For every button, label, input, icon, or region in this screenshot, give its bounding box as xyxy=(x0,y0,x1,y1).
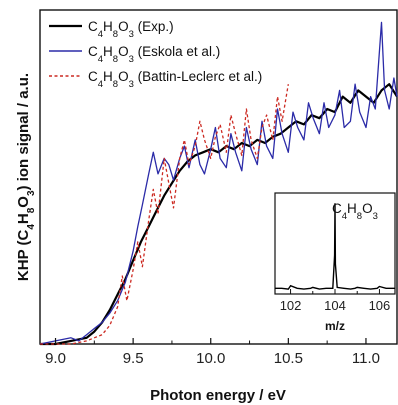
inset-spectrum-line xyxy=(275,203,395,290)
series-line-2 xyxy=(40,84,289,345)
inset-x-tick-label: 106 xyxy=(369,298,391,313)
inset-layer: 102 104 106 xyxy=(275,203,395,313)
legend: C4H8O3 (Exp.) C4H8O3 (Eskola et al.) C4H8O… xyxy=(49,19,262,90)
legend-label-1: C4H8O3 (Eskola et al.) xyxy=(88,44,220,65)
x-tick-label: 9.5 xyxy=(123,350,144,367)
inset-x-tick-label: 102 xyxy=(280,298,302,313)
series-line-0 xyxy=(40,83,398,346)
x-tick-label: 10.0 xyxy=(196,350,225,367)
y-axis-title: KHP (C4H8O3) ion signal / a.u. xyxy=(15,73,37,281)
legend-label-2: C4H8O3 (Battin-Leclerc et al.) xyxy=(88,69,262,90)
series-line-1 xyxy=(39,21,398,345)
inset-title: C4H8O3 xyxy=(332,201,378,222)
x-tick-label: 9.0 xyxy=(45,350,66,367)
x-tick-label: 10.5 xyxy=(274,350,303,367)
inset-x-tick-label: 104 xyxy=(324,298,346,313)
x-axis-title: Photon energy / eV xyxy=(150,387,286,404)
inset-x-axis-title: m/z xyxy=(325,319,345,333)
legend-label-0: C4H8O3 (Exp.) xyxy=(88,19,174,40)
series-layer xyxy=(39,21,398,346)
plot-frame xyxy=(39,9,398,345)
x-axis-ticks: 9.0 9.5 10.0 10.5 11.0 xyxy=(45,338,380,367)
inset-mass-spectrum: 102 104 106 C4H8O3 m/z xyxy=(274,192,396,333)
x-tick-label: 11.0 xyxy=(352,350,380,367)
